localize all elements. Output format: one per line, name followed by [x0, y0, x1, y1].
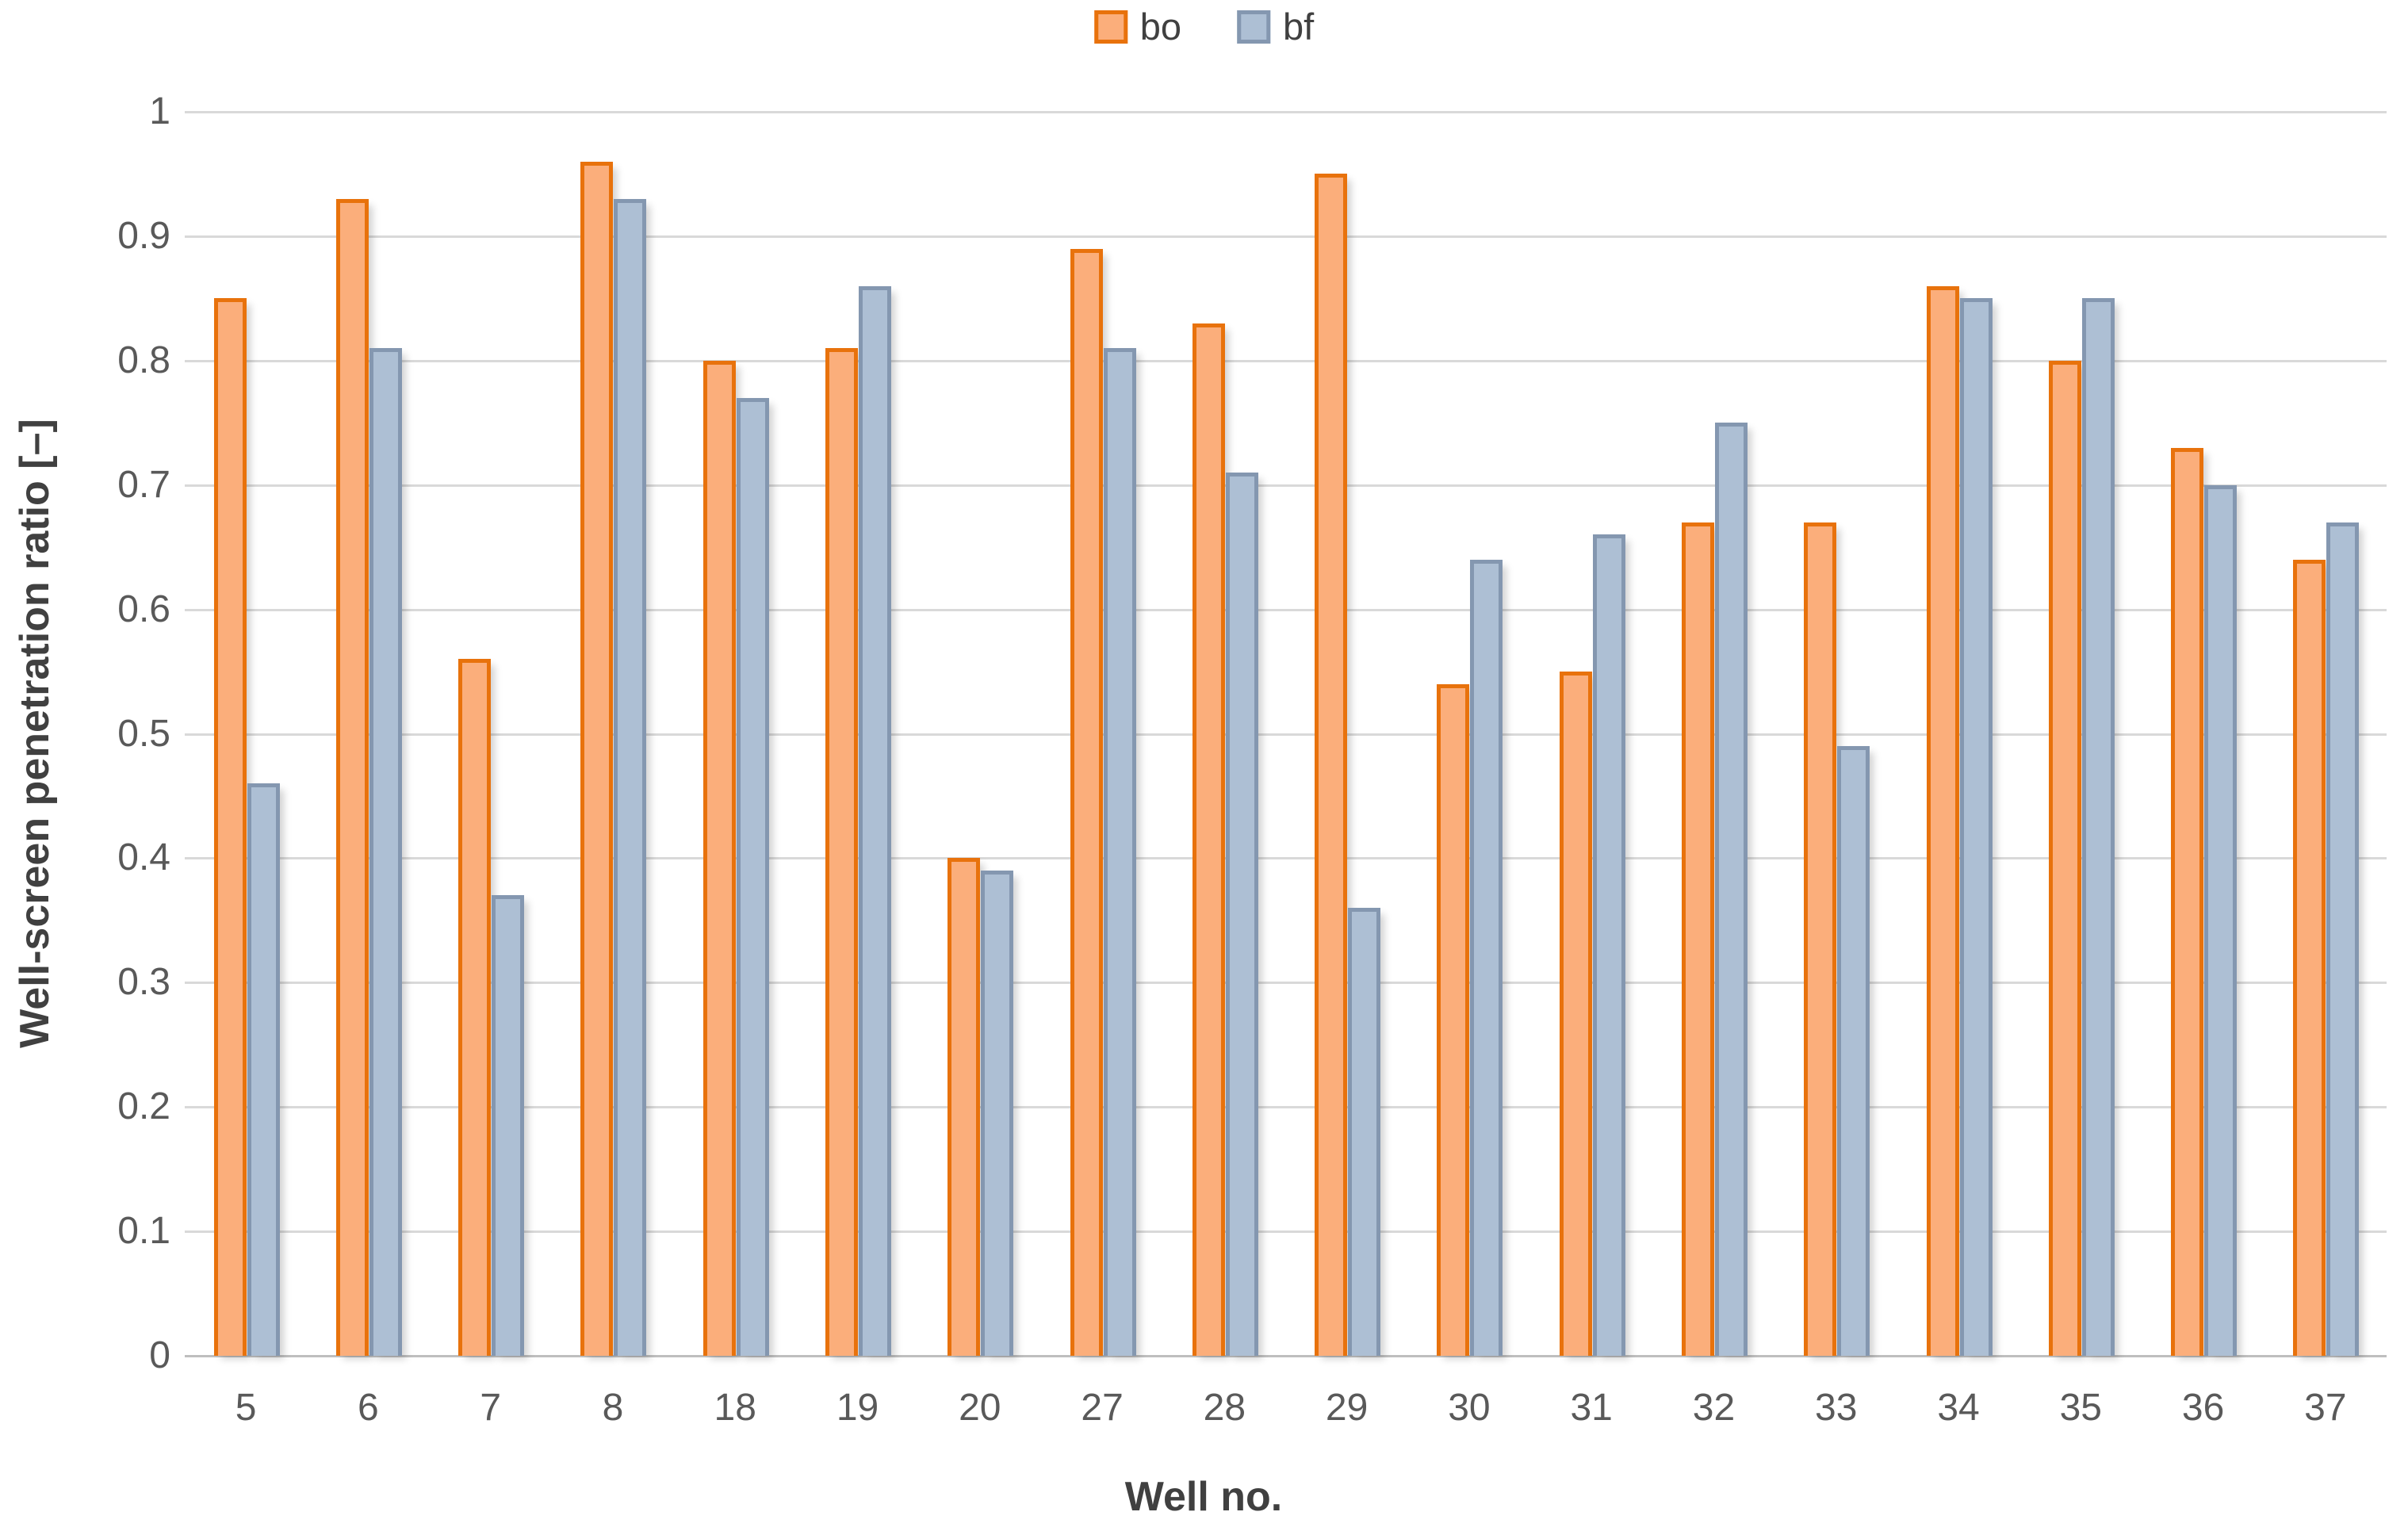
legend-swatch-bf-icon	[1237, 10, 1271, 44]
y-tick-label: 0.4	[117, 836, 170, 879]
bar-bf-30	[1470, 559, 1503, 1356]
gridline	[185, 235, 2387, 238]
x-tick-label: 30	[1448, 1387, 1491, 1429]
bar-bo-37	[2293, 559, 2326, 1356]
bar-bf-19	[859, 285, 892, 1356]
bar-bf-8	[614, 198, 647, 1356]
x-axis-title: Well no.	[1124, 1474, 1283, 1520]
bar-bf-27	[1103, 348, 1136, 1356]
x-tick-label: 19	[836, 1387, 879, 1429]
y-tick-label: 1	[149, 90, 170, 132]
y-tick-label: 0.5	[117, 712, 170, 755]
bar-bo-19	[825, 348, 859, 1356]
x-tick-label: 37	[2304, 1387, 2347, 1429]
bar-bf-35	[2081, 298, 2115, 1356]
gridline	[185, 359, 2387, 362]
gridline	[185, 982, 2387, 985]
bar-bf-37	[2326, 522, 2360, 1356]
bar-bf-6	[369, 348, 402, 1356]
bar-bo-18	[702, 360, 736, 1356]
gridline	[185, 608, 2387, 611]
x-axis-line	[185, 1355, 2387, 1357]
x-tick-label: 31	[1570, 1387, 1613, 1429]
bar-bo-20	[948, 858, 981, 1356]
x-tick-label: 34	[1937, 1387, 1980, 1429]
legend-swatch-bo-icon	[1093, 10, 1127, 44]
x-tick-label: 33	[1815, 1387, 1858, 1429]
x-tick-label: 6	[358, 1387, 379, 1429]
gridline	[185, 1231, 2387, 1234]
bar-bf-5	[247, 783, 280, 1356]
x-tick-label: 28	[1203, 1387, 1246, 1429]
bar-bo-29	[1315, 174, 1348, 1356]
y-tick-label: 0.8	[117, 339, 170, 381]
bar-bf-34	[1959, 298, 1993, 1356]
legend-item-bo: bo	[1093, 6, 1182, 48]
gridline	[185, 484, 2387, 487]
bar-bo-5	[213, 298, 247, 1356]
gridline	[185, 857, 2387, 860]
bar-bo-7	[458, 659, 492, 1356]
x-tick-label: 20	[959, 1387, 1001, 1429]
bar-bf-31	[1592, 534, 1625, 1356]
bar-bf-18	[736, 397, 769, 1356]
y-tick-label: 0.2	[117, 1085, 170, 1128]
bar-bo-33	[1804, 522, 1837, 1356]
x-tick-label: 36	[2181, 1387, 2225, 1429]
x-tick-label: 8	[602, 1387, 624, 1429]
bar-bf-7	[492, 895, 525, 1356]
x-tick-label: 5	[235, 1387, 257, 1429]
x-tick-label: 32	[1692, 1387, 1736, 1429]
y-tick-label: 0	[149, 1334, 170, 1376]
legend-label-bf: bf	[1283, 6, 1315, 48]
legend-label-bo: bo	[1139, 6, 1182, 48]
gridline	[185, 733, 2387, 736]
bar-bo-31	[1559, 672, 1592, 1356]
y-tick-label: 0.1	[117, 1210, 170, 1253]
x-tick-label: 27	[1081, 1387, 1124, 1429]
bar-bo-36	[2171, 447, 2204, 1356]
bar-bf-20	[981, 871, 1014, 1356]
legend-item-bf: bf	[1237, 8, 1314, 45]
x-tick-label: 35	[2059, 1387, 2102, 1429]
bar-bo-8	[580, 161, 614, 1356]
y-tick-label: 0.6	[117, 588, 170, 630]
bar-bo-34	[1926, 285, 1959, 1356]
gridline	[185, 111, 2387, 113]
bar-bo-28	[1192, 323, 1225, 1356]
bar-bf-36	[2204, 484, 2238, 1356]
bar-bf-33	[1837, 746, 1870, 1356]
y-tick-label: 0.7	[117, 463, 170, 506]
x-tick-label: 7	[480, 1387, 502, 1429]
bar-bo-30	[1437, 683, 1470, 1356]
bar-bf-29	[1348, 908, 1381, 1356]
x-tick-label: 18	[714, 1387, 756, 1429]
y-tick-label: 0.9	[117, 214, 170, 257]
bar-bo-6	[335, 198, 369, 1356]
bar-bo-35	[2048, 360, 2081, 1356]
bar-bf-32	[1714, 423, 1748, 1356]
bar-bo-27	[1070, 248, 1103, 1356]
x-tick-label: 29	[1325, 1387, 1369, 1429]
gridline	[185, 1106, 2387, 1109]
bar-bo-32	[1681, 522, 1714, 1356]
legend: bo bf	[1093, 6, 1314, 48]
y-tick-label: 0.3	[117, 961, 170, 1004]
bar-bf-28	[1225, 473, 1258, 1356]
